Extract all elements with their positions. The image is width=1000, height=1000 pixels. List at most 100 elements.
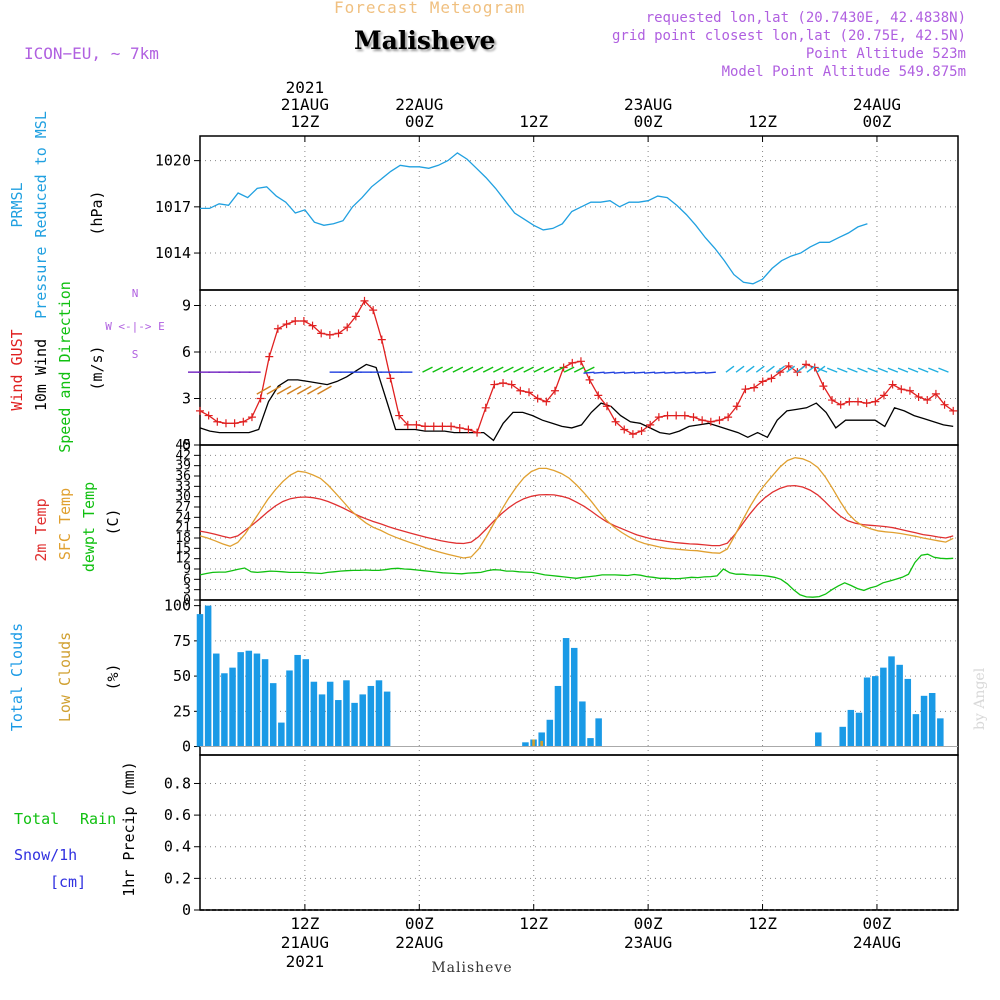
cloud-total-bar bbox=[383, 691, 391, 747]
temperature-ytick-label: 21 bbox=[175, 521, 191, 536]
point-altitude: Point Altitude 523m bbox=[805, 46, 966, 62]
wind-gust-line-marker bbox=[421, 422, 430, 431]
wind-panel: 0 3 6 9 bbox=[182, 289, 959, 454]
cloud-total-bar bbox=[261, 659, 269, 747]
wind-gust-line-marker bbox=[377, 335, 386, 344]
wind-ylabel-direction: Speed and Direction bbox=[56, 281, 74, 453]
top-time-label: 12Z bbox=[519, 112, 548, 131]
wind-gust-line-marker bbox=[438, 422, 447, 431]
wind-gust-line-marker bbox=[542, 397, 551, 406]
wind-gust-line-marker bbox=[602, 402, 611, 411]
wind-gust-line-marker bbox=[680, 411, 689, 420]
wind-direction-arrow bbox=[826, 367, 838, 373]
wind-gust-line-marker bbox=[802, 360, 811, 369]
cloud-total-bar bbox=[351, 702, 358, 747]
requested-coords: requested lon,lat (20.7430E, 42.4838N) bbox=[645, 10, 966, 26]
wind-gust-line-marker bbox=[819, 382, 828, 391]
precip-ytick-label: 0.4 bbox=[164, 838, 191, 856]
compass-north: N bbox=[132, 287, 139, 300]
cloud-total-bar bbox=[815, 732, 822, 747]
compass-west-east: W <-|-> E bbox=[105, 320, 165, 333]
wind-gust-line-marker bbox=[750, 383, 759, 392]
cloud-total-bar bbox=[839, 726, 846, 747]
bottom-time-label: 00Z bbox=[634, 914, 663, 933]
wind-ytick-label: 0 bbox=[182, 436, 191, 454]
wind-gust-line-marker bbox=[213, 417, 222, 426]
cloud-total-bar bbox=[367, 685, 375, 747]
cloud-total-bar bbox=[375, 680, 383, 747]
wind-gust-line-marker bbox=[334, 329, 343, 338]
wind-direction-arrow bbox=[704, 371, 716, 374]
cloud-total-bar bbox=[196, 614, 204, 747]
cloud-total-bar bbox=[863, 677, 871, 747]
cloud-total-bar bbox=[253, 653, 261, 747]
clouds-unit: (%) bbox=[104, 663, 122, 690]
temperature-ytick-label: 18 bbox=[175, 531, 191, 546]
temperature-ytick-label: 24 bbox=[175, 510, 191, 525]
wind-direction-arrow bbox=[938, 367, 949, 373]
wind-gust-line-marker bbox=[888, 380, 897, 389]
wind-gust-line-marker bbox=[204, 411, 213, 420]
wind-gust-line-marker bbox=[620, 425, 629, 434]
wind-direction-arrow bbox=[755, 365, 765, 373]
cloud-total-bar bbox=[880, 667, 887, 747]
wind-gust-line-marker bbox=[196, 406, 204, 415]
wind-direction-arrow bbox=[664, 371, 676, 374]
wind-gust-line-marker bbox=[628, 430, 637, 439]
wind-direction-arrow bbox=[472, 366, 484, 373]
wind-gust-line-marker bbox=[247, 413, 256, 422]
cloud-total-bar bbox=[562, 638, 570, 747]
wind-direction-arrow bbox=[796, 365, 806, 373]
wind-gust-line-marker bbox=[221, 419, 230, 428]
clouds-ytick-label: 0 bbox=[182, 738, 191, 756]
cloud-total-bar bbox=[855, 712, 863, 747]
wind-direction-arrow bbox=[613, 371, 625, 374]
wind-direction-arrow bbox=[573, 366, 585, 373]
precip-legend-snow: Snow/1h bbox=[14, 846, 77, 864]
bottom-time-label: 00Z bbox=[405, 914, 434, 933]
wind-gust-line-marker bbox=[654, 413, 663, 422]
pressure-panel: 1014 1017 1020 bbox=[155, 135, 959, 291]
wind-gust-line-marker bbox=[239, 417, 248, 426]
cloud-total-bar bbox=[888, 656, 895, 747]
wind-gust-line-marker bbox=[767, 374, 776, 383]
wind-gust-line-marker bbox=[325, 330, 334, 339]
pressure-ytick-label: 1014 bbox=[155, 244, 191, 262]
temperature-ytick-label: 30 bbox=[175, 490, 191, 505]
temp-ylabel-sfc: SFC Temp bbox=[56, 488, 74, 560]
wind-direction-arrow bbox=[296, 385, 312, 395]
temperature-ytick-label: 39 bbox=[175, 459, 191, 474]
wind-ytick-label: 3 bbox=[182, 390, 191, 408]
wind-direction-arrow bbox=[482, 366, 494, 373]
wind-gust-line-marker bbox=[273, 324, 282, 333]
cloud-total-bar bbox=[937, 718, 944, 747]
wind-direction-arrow bbox=[765, 365, 775, 373]
wind-gust-line-marker bbox=[732, 402, 741, 411]
wind-gust-line-marker bbox=[637, 427, 646, 436]
top-time-label: 00Z bbox=[634, 112, 663, 131]
wind-gust-line-marker bbox=[455, 423, 464, 432]
top-time-label: 22AUG bbox=[395, 95, 443, 114]
cloud-total-bar bbox=[570, 647, 578, 747]
top-time-label: 23AUG bbox=[624, 95, 672, 114]
temp-unit: (C) bbox=[104, 508, 122, 535]
wind-gust-line-marker bbox=[317, 329, 326, 338]
wind-direction-arrow bbox=[533, 366, 545, 373]
wind-direction-arrow bbox=[452, 366, 464, 373]
cloud-total-bar bbox=[538, 732, 545, 747]
cloud-total-bar bbox=[204, 605, 212, 747]
cloud-total-bar bbox=[587, 738, 594, 747]
wind-ylabel-speed: 10m Wind bbox=[32, 339, 50, 411]
temperature-ytick-label: 0 bbox=[183, 593, 191, 608]
cloud-total-bar bbox=[278, 722, 285, 747]
temp-dewpt-line bbox=[199, 553, 954, 598]
wind-direction-arrow bbox=[816, 367, 828, 373]
top-time-label: 24AUG bbox=[853, 95, 901, 114]
temperature-ytick-label: 15 bbox=[175, 541, 191, 556]
wind-gust-line-marker bbox=[862, 399, 871, 408]
wind-direction-arrow bbox=[633, 371, 646, 374]
wind-direction-arrow bbox=[623, 371, 635, 374]
precip-ytick-label: 0.6 bbox=[164, 806, 191, 824]
wind-ylabel-gust: Wind GUST bbox=[8, 329, 26, 410]
wind-direction-arrow bbox=[684, 371, 696, 374]
